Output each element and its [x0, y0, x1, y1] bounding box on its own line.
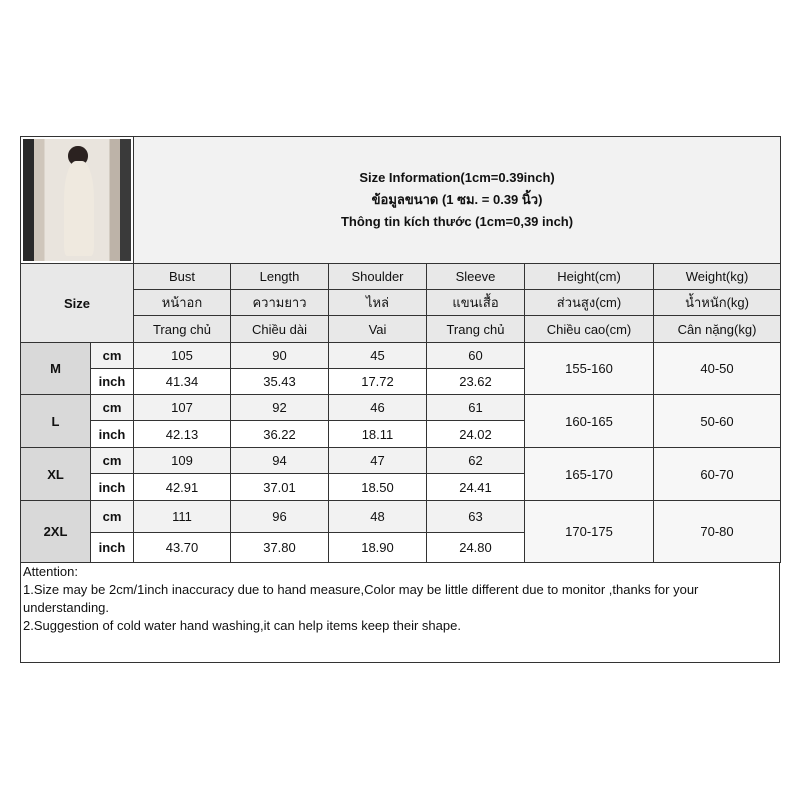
column-header-vi: Chiều cao(cm) [524, 315, 654, 343]
measurement-cell: 111 [133, 500, 231, 533]
size-chart-table: Size Information(1cm=0.39inch) ข้อมูลขนา… [20, 136, 782, 563]
measurement-cell: 24.02 [426, 420, 525, 448]
column-header-vi: Cân nặng(kg) [652, 315, 782, 343]
measurement-cell: 45 [328, 342, 427, 369]
measurement-cell: 42.13 [133, 420, 231, 448]
measurement-cell: 43.70 [133, 532, 231, 563]
title-en: Size Information(1cm=0.39inch) [359, 170, 555, 185]
title-vi: Thông tin kích thước (1cm=0,39 inch) [340, 214, 574, 229]
height-range: 165-170 [524, 447, 654, 501]
measurement-cell: 61 [426, 394, 525, 421]
measurement-cell: 41.34 [133, 368, 231, 395]
measurement-cell: 17.72 [328, 368, 427, 395]
table-row: inch 41.34 35.43 17.72 23.62 [21, 368, 781, 395]
height-range: 160-165 [524, 394, 654, 448]
column-header-th: ความยาว [230, 289, 329, 316]
measurement-cell: 18.90 [328, 532, 427, 563]
measurement-cell: 107 [133, 394, 231, 421]
weight-range: 70-80 [652, 500, 782, 563]
column-header-th: แขนเสื้อ [426, 289, 525, 316]
weight-range: 50-60 [652, 394, 782, 448]
measurement-cell: 42.91 [133, 473, 231, 501]
unit-label: cm [90, 394, 134, 421]
table-row: inch 42.91 37.01 18.50 24.41 [21, 473, 781, 501]
column-header-en: Weight(kg) [652, 263, 782, 290]
column-header-en: Height(cm) [524, 263, 654, 290]
unit-label: inch [90, 368, 134, 395]
measurement-cell: 46 [328, 394, 427, 421]
unit-label: inch [90, 532, 134, 563]
weight-range: 60-70 [652, 447, 782, 501]
measurement-cell: 35.43 [230, 368, 329, 395]
measurement-cell: 37.01 [230, 473, 329, 501]
table-row: 2XL cm 111 96 48 63 170-175 70-80 [20, 500, 782, 563]
table-row: inch 43.70 37.80 18.90 24.80 [21, 532, 781, 563]
column-header-en: Bust [133, 263, 231, 290]
column-header-th: น้ำหนัก(kg) [652, 289, 782, 316]
measurement-cell: 24.41 [426, 473, 525, 501]
height-range: 170-175 [524, 500, 654, 563]
size-label: 2XL [20, 500, 91, 563]
column-header-en: Sleeve [426, 263, 525, 290]
column-header-vi: Trang chủ [133, 315, 231, 343]
product-photo [20, 136, 134, 264]
measurement-cell: 94 [230, 447, 329, 474]
weight-range: 40-50 [652, 342, 782, 395]
column-header-th: หน้าอก [133, 289, 231, 316]
measurement-cell: 60 [426, 342, 525, 369]
note-item: 1.Size may be 2cm/1inch inaccuracy due t… [23, 582, 699, 615]
column-header-th: ไหล่ [328, 289, 427, 316]
unit-label: cm [90, 342, 134, 369]
chart-title: Size Information(1cm=0.39inch) ข้อมูลขนา… [132, 136, 782, 264]
unit-label: inch [90, 420, 134, 448]
column-header-en: Length [230, 263, 329, 290]
note-item: 2.Suggestion of cold water hand washing,… [23, 618, 461, 633]
size-label: M [20, 342, 91, 395]
measurement-cell: 92 [230, 394, 329, 421]
title-th: ข้อมูลขนาด (1 ซม. = 0.39 นิ้ว) [371, 192, 543, 207]
size-header: Size [20, 263, 134, 343]
column-header-en: Shoulder [328, 263, 427, 290]
table-row: XL cm 109 94 47 62 165-170 60-70 [20, 447, 782, 501]
table-row: inch 42.13 36.22 18.11 24.02 [21, 420, 781, 448]
column-header-vi: Trang chủ [426, 315, 525, 343]
measurement-cell: 96 [230, 500, 329, 533]
unit-label: cm [90, 447, 134, 474]
unit-label: inch [90, 473, 134, 501]
measurement-cell: 90 [230, 342, 329, 369]
measurement-cell: 23.62 [426, 368, 525, 395]
column-header-vi: Chiều dài [230, 315, 329, 343]
measurement-cell: 37.80 [230, 532, 329, 563]
measurement-cell: 47 [328, 447, 427, 474]
size-label: L [20, 394, 91, 448]
measurement-cell: 36.22 [230, 420, 329, 448]
attention-notes: Attention: 1.Size may be 2cm/1inch inacc… [20, 562, 780, 663]
measurement-cell: 24.80 [426, 532, 525, 563]
height-range: 155-160 [524, 342, 654, 395]
measurement-cell: 48 [328, 500, 427, 533]
measurement-cell: 63 [426, 500, 525, 533]
column-header-th: ส่วนสูง(cm) [524, 289, 654, 316]
unit-label: cm [90, 500, 134, 533]
measurement-cell: 62 [426, 447, 525, 474]
measurement-cell: 18.50 [328, 473, 427, 501]
column-header-vi: Vai [328, 315, 427, 343]
size-label: XL [20, 447, 91, 501]
measurement-cell: 109 [133, 447, 231, 474]
measurement-cell: 105 [133, 342, 231, 369]
measurement-cell: 18.11 [328, 420, 427, 448]
notes-heading: Attention: [23, 564, 78, 579]
